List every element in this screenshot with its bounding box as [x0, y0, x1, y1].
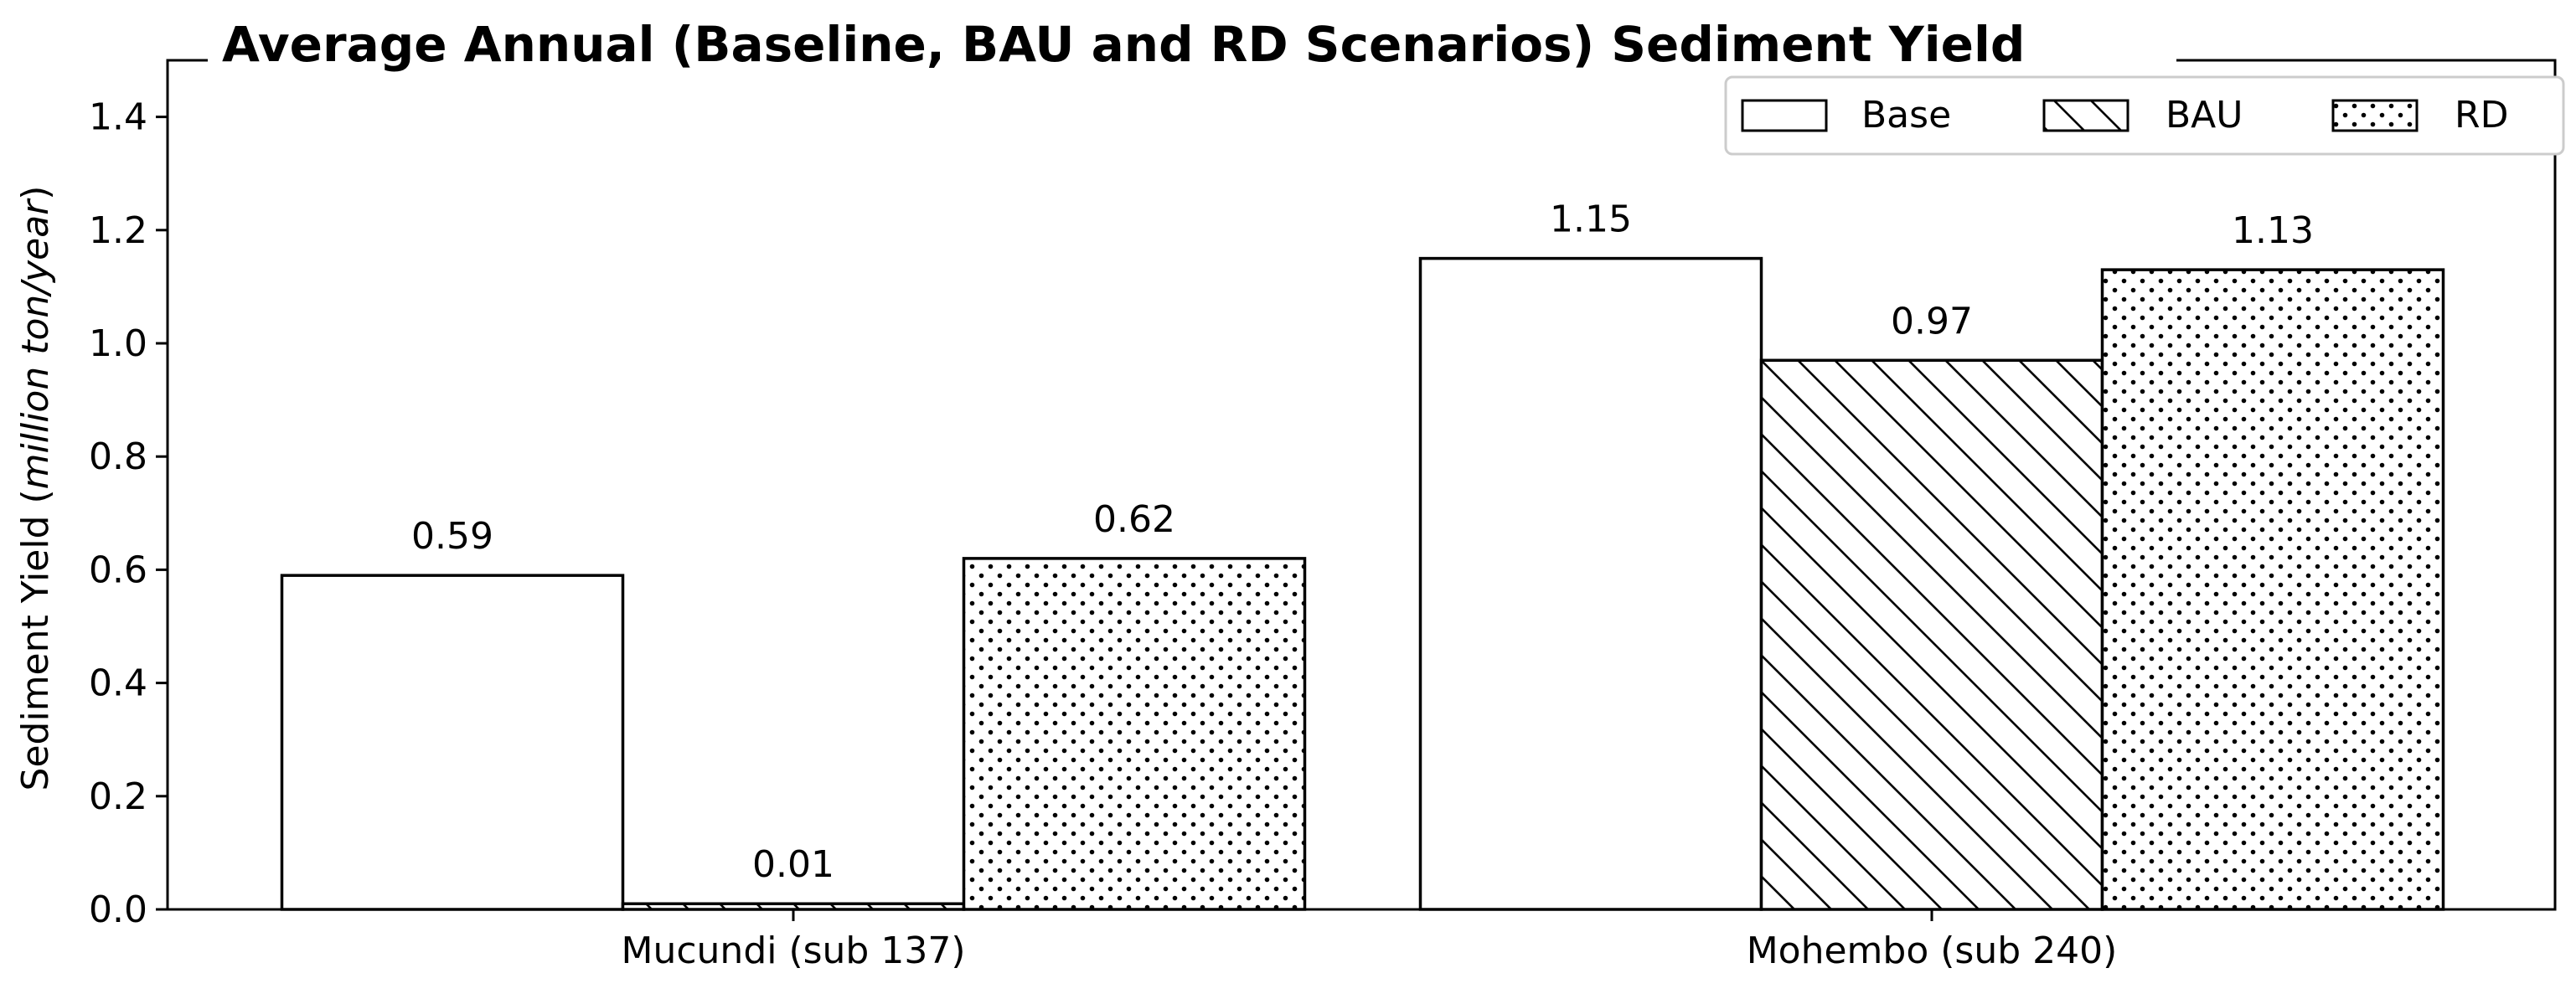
- y-tick-label-2: 0.4: [89, 662, 147, 705]
- y-tick-label-1: 0.2: [89, 775, 147, 818]
- legend-swatch-base: [1741, 99, 1828, 132]
- y-axis-title-unit: million ton/year: [14, 198, 57, 490]
- legend: Base BAU RD: [1724, 75, 2565, 156]
- x-tick-label-1: Mohembo (sub 240): [1747, 929, 2118, 972]
- bar-bau-0: [621, 902, 966, 911]
- bar-rd-0: [962, 557, 1307, 911]
- data-label-rd-1: 1.13: [2232, 209, 2314, 252]
- y-tick-label-4: 0.8: [89, 435, 147, 478]
- title-background: [208, 8, 2176, 75]
- y-axis-title-main: Sediment Yield (: [14, 489, 57, 790]
- legend-frame: [1724, 75, 2565, 156]
- bar-bau-1: [1759, 358, 2104, 911]
- y-tick-label-0: 0.0: [89, 888, 147, 931]
- bar-base-1: [1418, 256, 1763, 911]
- x-tick-label-0: Mucundi (sub 137): [622, 929, 966, 972]
- bar-rd-1: [2100, 268, 2445, 911]
- y-tick-label-3: 0.6: [89, 548, 147, 591]
- legend-swatch-bau: [2042, 99, 2129, 132]
- legend-label-base: Base: [1861, 94, 1951, 136]
- data-label-bau-0: 0.01: [752, 843, 834, 886]
- y-tick-label-7: 1.4: [89, 96, 147, 139]
- legend-swatch-rd: [2331, 99, 2419, 132]
- y-tick-label-6: 1.2: [89, 209, 147, 252]
- chart-title: Average Annual (Baseline, BAU and RD Sce…: [222, 16, 2025, 73]
- y-tick-label-5: 1.0: [89, 322, 147, 365]
- y-axis-title: Sediment Yield (million ton/year): [14, 186, 57, 791]
- data-labels: 0.59 1.15 0.01 0.97 0.62 1.13: [411, 198, 2314, 887]
- data-label-rd-0: 0.62: [1093, 498, 1175, 541]
- data-label-bau-1: 0.97: [1891, 300, 1973, 342]
- legend-label-bau: BAU: [2166, 94, 2243, 136]
- y-axis-title-close: ): [14, 186, 57, 200]
- data-label-base-1: 1.15: [1550, 198, 1632, 241]
- data-label-base-0: 0.59: [411, 515, 493, 558]
- bar-base-0: [280, 574, 625, 911]
- legend-label-rd: RD: [2455, 94, 2508, 136]
- bars: [280, 256, 2445, 911]
